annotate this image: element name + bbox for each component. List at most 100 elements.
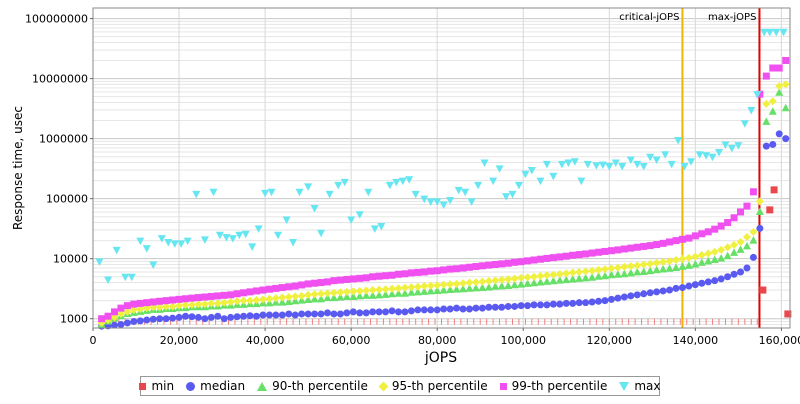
point-max xyxy=(747,106,756,115)
point-max xyxy=(282,216,291,224)
point-max xyxy=(446,196,455,205)
point-95-th-percentile xyxy=(323,289,332,298)
point-99-th-percentile xyxy=(220,291,228,299)
point-max xyxy=(779,28,788,37)
point-max xyxy=(149,261,158,269)
point-99-th-percentile xyxy=(678,235,686,243)
point-median xyxy=(401,308,409,316)
point-median xyxy=(433,306,441,314)
point-99-th-percentile xyxy=(336,276,344,284)
point-95-th-percentile xyxy=(536,271,545,280)
point-90-th-percentile xyxy=(349,292,358,300)
point-99-th-percentile xyxy=(420,268,428,276)
point-95-th-percentile xyxy=(588,266,597,275)
point-median xyxy=(304,310,312,318)
point-95-th-percentile xyxy=(291,292,300,301)
point-max xyxy=(454,186,463,195)
point-max xyxy=(355,211,364,219)
point-90-th-percentile xyxy=(400,289,409,297)
point-99-th-percentile xyxy=(601,247,609,255)
point-90-th-percentile xyxy=(452,285,461,293)
point-max xyxy=(136,237,145,246)
point-max xyxy=(618,162,627,171)
point-95-th-percentile xyxy=(110,313,119,322)
point-90-th-percentile xyxy=(471,283,480,292)
point-95-th-percentile xyxy=(284,292,293,301)
point-median xyxy=(440,305,448,313)
legend-marker-icon xyxy=(257,381,268,391)
point-95-th-percentile xyxy=(478,277,487,286)
point-99-th-percentile xyxy=(207,292,215,300)
point-median xyxy=(498,303,506,311)
point-max xyxy=(765,28,774,37)
point-90-th-percentile xyxy=(478,283,487,291)
point-90-th-percentile xyxy=(717,254,726,262)
point-median xyxy=(143,316,151,324)
point-max xyxy=(772,28,781,37)
point-max xyxy=(104,276,113,284)
point-max xyxy=(702,152,711,160)
point-median xyxy=(388,307,396,315)
point-median xyxy=(749,253,757,261)
point-90-th-percentile xyxy=(310,294,319,303)
point-max xyxy=(708,153,717,162)
point-95-th-percentile xyxy=(607,264,616,273)
point-90-th-percentile xyxy=(768,107,777,115)
point-99-th-percentile xyxy=(285,283,293,291)
point-95-th-percentile xyxy=(484,276,493,285)
point-median xyxy=(214,312,222,320)
point-99-th-percentile xyxy=(465,263,473,271)
legend: min median 90-th percentile 95-th percentil… xyxy=(139,376,661,396)
point-median xyxy=(252,312,260,320)
point-95-th-percentile xyxy=(639,260,648,269)
point-95-th-percentile xyxy=(310,290,319,299)
point-median xyxy=(472,304,480,312)
point-median xyxy=(672,284,680,292)
point-median xyxy=(737,268,745,276)
point-median xyxy=(162,315,170,323)
point-median xyxy=(465,305,473,313)
point-max xyxy=(461,188,470,197)
point-99-th-percentile xyxy=(265,285,273,293)
point-median xyxy=(775,130,783,138)
point-95-th-percentile xyxy=(226,297,235,306)
point-median xyxy=(459,305,467,313)
point-95-th-percentile xyxy=(394,284,403,293)
point-99-th-percentile xyxy=(407,269,415,277)
point-max xyxy=(241,230,250,239)
point-95-th-percentile xyxy=(426,281,435,290)
point-95-th-percentile xyxy=(575,267,584,276)
legend-item: 95-th percentile xyxy=(378,379,488,393)
point-max xyxy=(364,188,373,197)
point-median xyxy=(678,284,686,292)
point-median xyxy=(336,310,344,318)
point-max xyxy=(274,231,283,240)
point-99-th-percentile xyxy=(530,256,538,264)
point-max xyxy=(564,159,573,168)
point-99-th-percentile xyxy=(298,281,306,289)
point-90-th-percentile xyxy=(549,276,558,285)
point-max xyxy=(112,246,121,255)
legend-item: min xyxy=(139,379,174,393)
point-max xyxy=(570,158,579,166)
point-95-th-percentile xyxy=(594,265,603,274)
point-median xyxy=(511,302,519,310)
point-median xyxy=(375,308,383,316)
point-max xyxy=(536,177,545,186)
point-99-th-percentile xyxy=(349,275,357,283)
point-99-th-percentile xyxy=(188,294,196,302)
point-median xyxy=(149,315,157,323)
point-99-th-percentile xyxy=(782,57,790,65)
point-90-th-percentile xyxy=(504,281,513,290)
point-99-th-percentile xyxy=(98,315,106,323)
point-90-th-percentile xyxy=(459,284,468,293)
point-90-th-percentile xyxy=(626,268,635,277)
point-max xyxy=(467,198,476,206)
point-median xyxy=(756,224,764,232)
point-95-th-percentile xyxy=(678,254,687,263)
point-95-th-percentile xyxy=(600,265,609,274)
point-99-th-percentile xyxy=(756,90,764,98)
point-max xyxy=(295,188,304,197)
point-90-th-percentile xyxy=(394,289,403,297)
point-95-th-percentile xyxy=(562,269,571,278)
